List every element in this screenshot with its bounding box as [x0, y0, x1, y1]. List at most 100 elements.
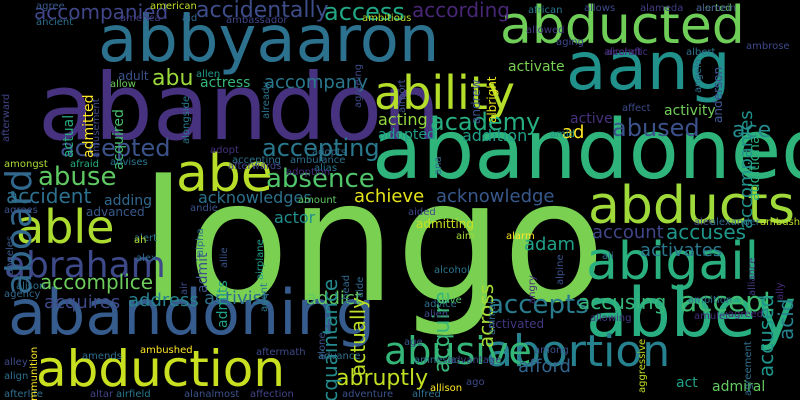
cloud-word: aid — [182, 13, 198, 24]
cloud-word: absence — [266, 164, 375, 194]
cloud-word: additional — [747, 131, 763, 201]
cloud-word: allison — [430, 383, 463, 394]
cloud-word: acquires — [44, 292, 121, 313]
cloud-word: alarm — [506, 231, 535, 242]
cloud-word: afterwards — [228, 161, 282, 172]
cloud-word: abandoning — [8, 276, 376, 349]
cloud-word: abbey — [586, 274, 797, 353]
cloud-word: angry — [527, 275, 538, 304]
cloud-word: alfred — [412, 389, 441, 400]
cloud-word: age — [404, 337, 423, 348]
cloud-word: actor — [274, 208, 316, 227]
cloud-word: amount — [298, 195, 337, 206]
cloud-word: acid — [774, 298, 798, 340]
cloud-word: amid — [550, 129, 575, 140]
cloud-word: accomplice — [40, 270, 154, 294]
cloud-word: abruptly — [336, 366, 429, 391]
cloud-word: alerted — [696, 3, 732, 14]
cloud-word: angeles — [5, 235, 16, 275]
cloud-word: agent — [259, 283, 270, 312]
cloud-word: aang — [566, 28, 731, 105]
cloud-word: accusing — [578, 290, 667, 314]
cloud-word: abortion — [486, 326, 671, 377]
cloud-word: agreement — [743, 341, 754, 396]
cloud-word: agency — [4, 289, 41, 300]
cloud-word: abuse — [38, 162, 117, 192]
cloud-word: accompany — [264, 72, 368, 93]
cloud-word: affect — [622, 103, 651, 114]
cloud-word: amusement — [91, 98, 102, 158]
cloud-word: allowing — [590, 313, 632, 324]
cloud-word: ambulance — [290, 155, 346, 166]
cloud-word: activity — [664, 103, 716, 119]
cloud-word: adam — [524, 234, 576, 255]
cloud-word: admit — [195, 252, 211, 293]
cloud-word: ancient — [36, 17, 74, 28]
cloud-word: able — [16, 200, 115, 254]
cloud-word: longo — [140, 144, 606, 340]
cloud-word: adopts — [312, 147, 347, 158]
cloud-word: ambassador — [226, 15, 288, 26]
cloud-word: ambition — [688, 295, 733, 306]
cloud-word: accepting — [262, 134, 380, 162]
cloud-word: ana — [433, 156, 444, 175]
cloud-word: ammunition — [29, 346, 40, 400]
cloud-word: ally — [775, 282, 786, 300]
cloud-word: afraid — [70, 159, 100, 170]
cloud-word: adventure — [342, 389, 394, 400]
cloud-word: abigail — [586, 232, 760, 292]
cloud-word: activates — [640, 240, 723, 261]
cloud-word: accept — [680, 285, 774, 318]
cloud-word: abducted — [500, 0, 745, 56]
cloud-word: ali — [602, 251, 614, 262]
cloud-word: airport — [397, 79, 408, 113]
cloud-word: ad — [562, 122, 585, 143]
cloud-word: agree — [36, 1, 65, 12]
cloud-word: ambitious — [362, 13, 412, 24]
cloud-word: act — [676, 375, 698, 391]
cloud-word: adding — [104, 193, 153, 209]
cloud-word: accuses — [666, 220, 747, 244]
cloud-word: african — [528, 5, 563, 16]
cloud-word: amnesia — [414, 355, 457, 366]
cloud-word: adoption — [286, 167, 331, 178]
cloud-word: animal — [487, 301, 498, 335]
cloud-word: actress — [200, 75, 251, 91]
cloud-word: addict — [306, 288, 362, 309]
cloud-word: allen — [196, 69, 221, 80]
cloud-word: agreeing — [353, 63, 364, 108]
cloud-word: activated — [488, 317, 545, 331]
cloud-word: abusive — [384, 329, 532, 373]
cloud-word: ambrose — [746, 41, 790, 52]
cloud-word: altar — [90, 389, 114, 400]
cloud-word: admiral — [712, 379, 766, 395]
cloud-word: angelo — [693, 59, 704, 93]
cloud-word: account — [592, 222, 664, 243]
cloud-word: andie — [190, 203, 218, 214]
cloud-word: agreed — [728, 309, 764, 320]
cloud-word: accidentally — [196, 0, 329, 23]
cloud-word: alive — [438, 295, 462, 306]
cloud-word: accompanied — [34, 0, 169, 24]
cloud-word: activist — [204, 288, 270, 309]
cloud-word: albright — [485, 76, 499, 124]
cloud-word: admitting — [416, 217, 474, 231]
cloud-word: allowed — [526, 25, 565, 36]
cloud-word: agrees — [4, 205, 38, 216]
cloud-word: andrew — [469, 79, 483, 124]
cloud-word: aide — [355, 276, 366, 298]
cloud-word: aim — [456, 231, 475, 242]
cloud-word: active — [570, 111, 613, 127]
cloud-word: airfield — [116, 389, 151, 400]
cloud-word: alpha — [195, 228, 206, 256]
cloud-word: amulet — [694, 311, 730, 322]
cloud-word: alpine — [555, 254, 566, 285]
cloud-word: abe — [176, 144, 273, 204]
cloud-word: abduction — [36, 340, 286, 398]
cloud-word: alien — [424, 309, 449, 320]
cloud-word: abused — [612, 114, 700, 142]
cloud-word: ambushed — [140, 345, 193, 356]
cloud-word: actual — [61, 114, 77, 158]
cloud-word: already — [261, 81, 272, 119]
